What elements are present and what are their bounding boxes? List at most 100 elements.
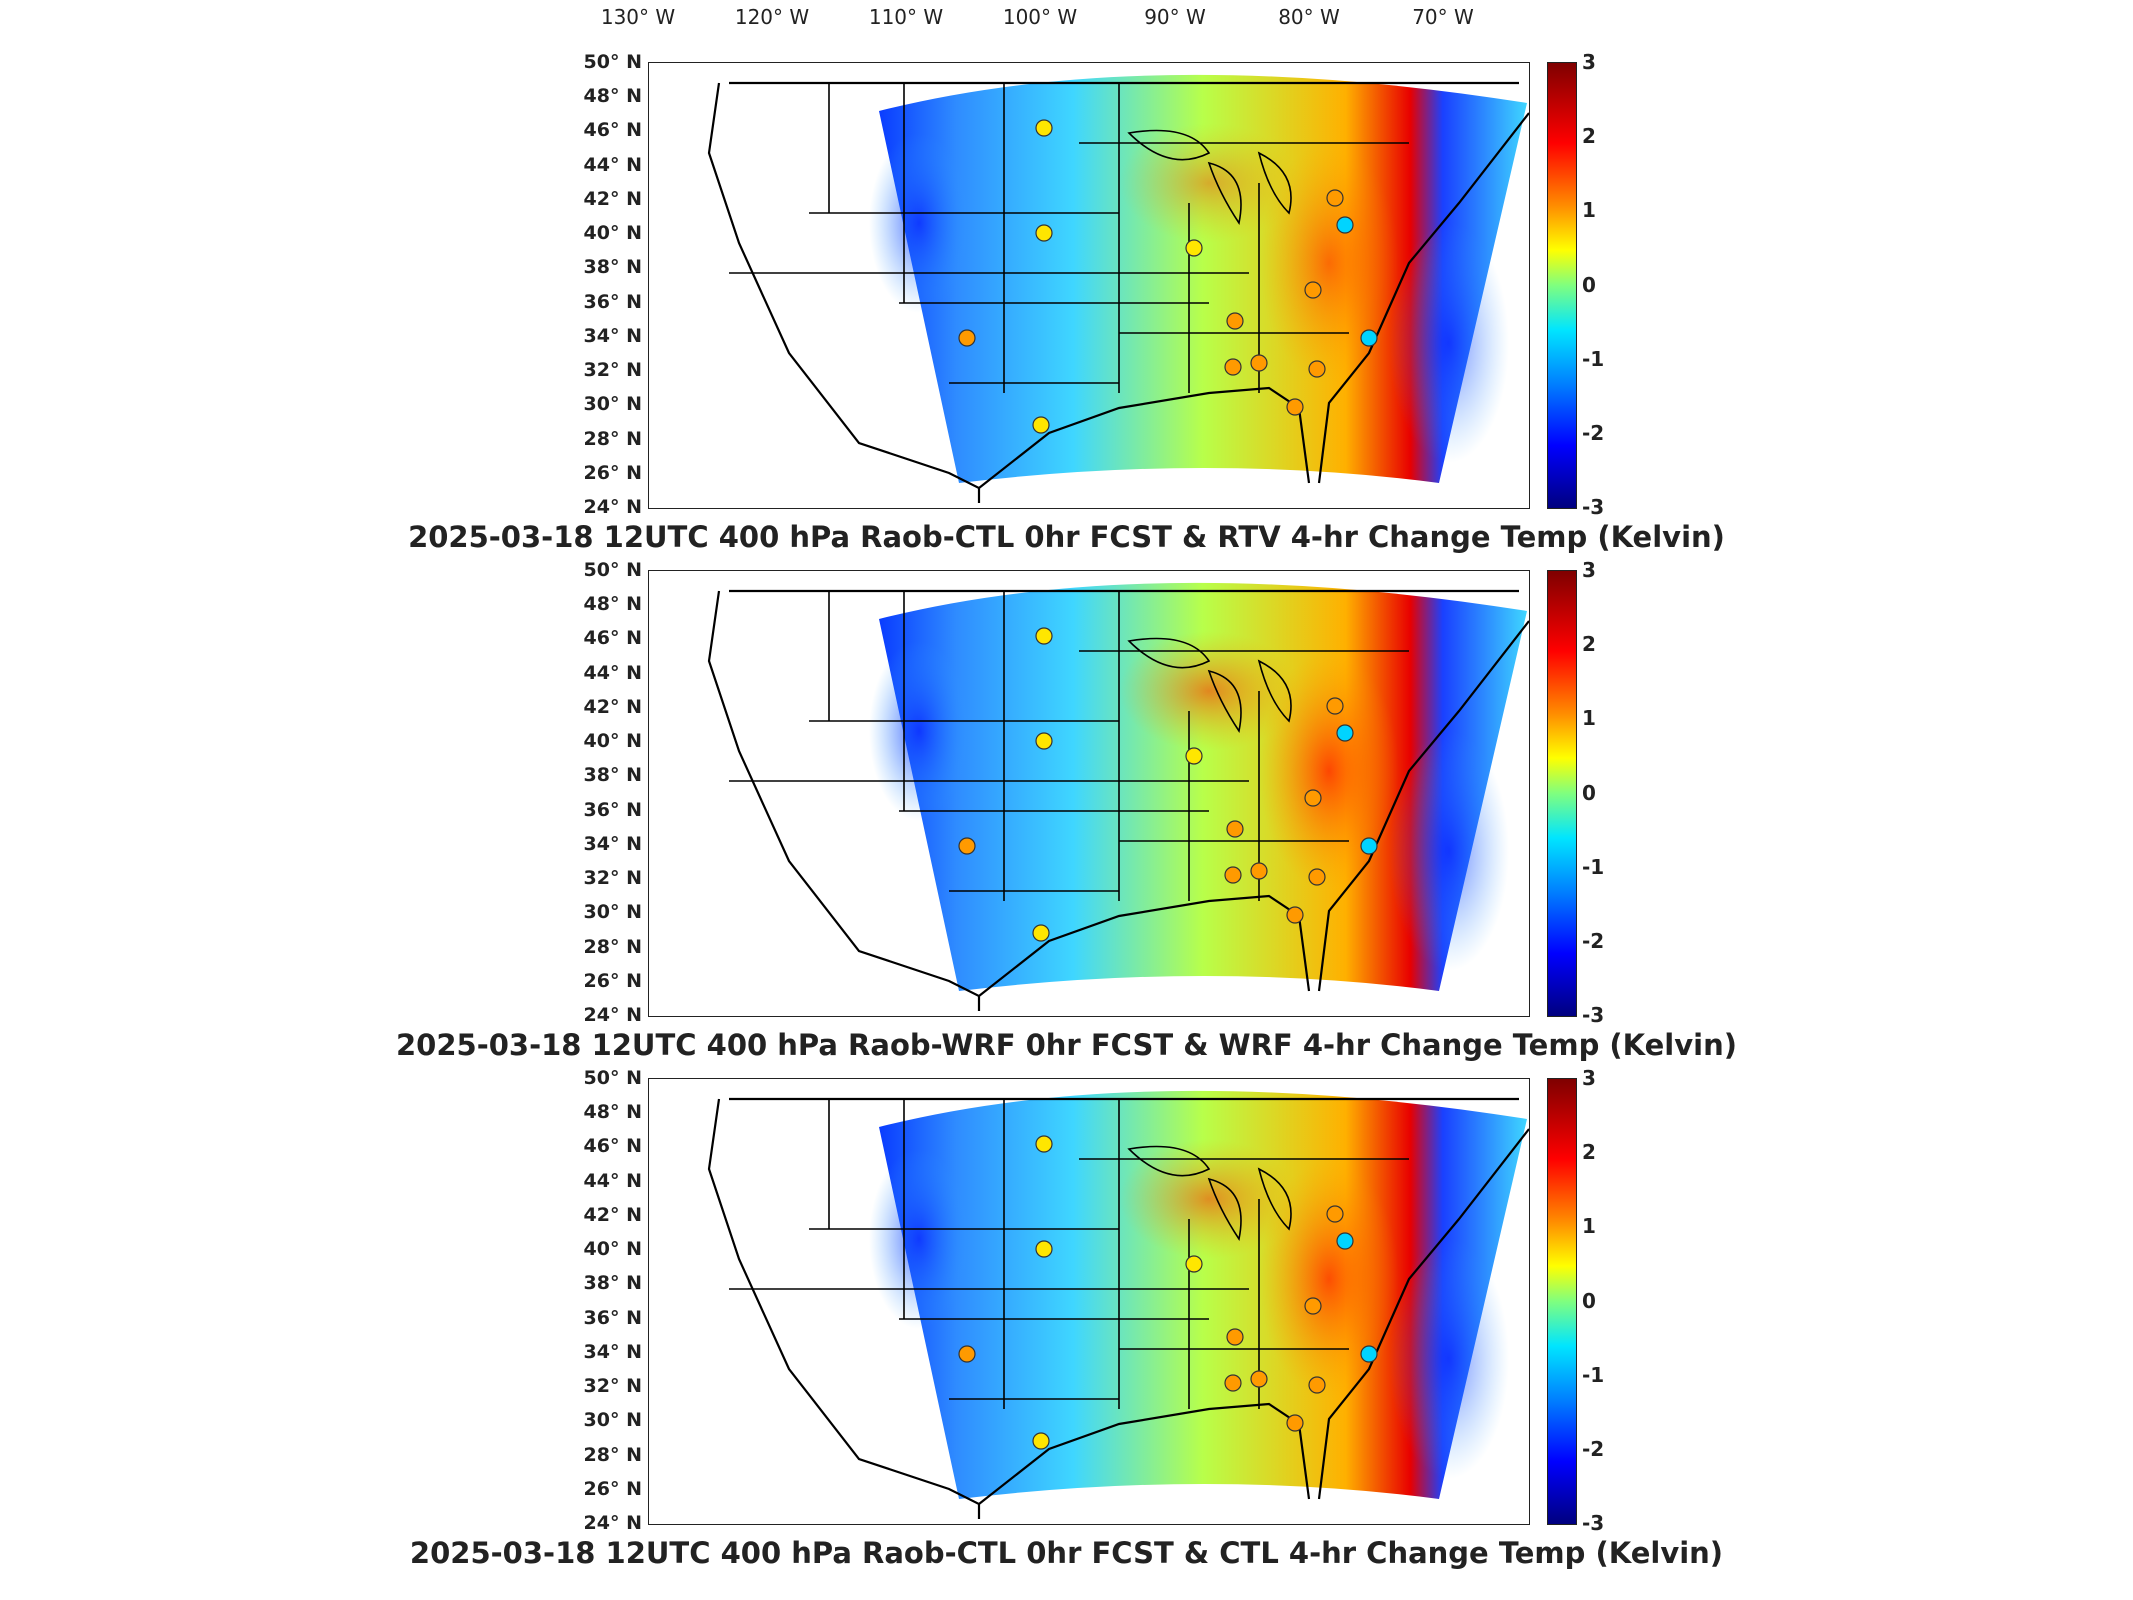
raob-station-marker xyxy=(1326,1205,1344,1223)
raob-station-marker xyxy=(1360,329,1378,347)
map-graphic xyxy=(707,582,1529,1011)
lon-label: 130° W xyxy=(600,5,676,29)
lat-label: 28° N xyxy=(583,935,642,958)
lat-label: 30° N xyxy=(583,901,642,924)
colorbar-ticks: 3 2 1 0 -1 -2 -3 xyxy=(1582,1066,1622,1535)
lat-label: 40° N xyxy=(583,222,642,245)
lat-label: 46° N xyxy=(583,627,642,650)
raob-station-marker xyxy=(1326,189,1344,207)
lat-label: 28° N xyxy=(583,1443,642,1466)
raob-station-marker xyxy=(1308,1376,1326,1394)
raob-station-marker xyxy=(1336,1232,1354,1250)
lat-label: 48° N xyxy=(583,85,642,108)
raob-station-marker xyxy=(1326,697,1344,715)
raob-station-marker xyxy=(1250,354,1268,372)
coastline xyxy=(707,81,1529,503)
lat-label: 38° N xyxy=(583,764,642,787)
temperature-map-2 xyxy=(648,570,1530,1017)
colorbar-tick-label: -2 xyxy=(1582,1436,1605,1461)
lat-label: 34° N xyxy=(583,324,642,347)
raob-station-marker xyxy=(1336,216,1354,234)
lat-label: 32° N xyxy=(583,1375,642,1398)
warm-anomaly-region xyxy=(1119,1139,1299,1259)
warm-anomaly-region xyxy=(1259,143,1399,383)
latitude-axis: 50° N 48° N 46° N 44° N 42° N 40° N 38° N 36° N… xyxy=(570,559,642,1026)
lon-label: 100° W xyxy=(1002,5,1078,29)
colorbar-tick-label: 3 xyxy=(1582,50,1596,74)
great-lakes xyxy=(1127,129,1292,226)
coastline xyxy=(707,1097,1529,1519)
lat-label: 50° N xyxy=(583,1067,642,1089)
lat-label: 46° N xyxy=(583,119,642,142)
latitude-axis: 50° N 48° N 46° N 44° N 42° N 40° N 38° N 36° N… xyxy=(570,1067,642,1534)
lat-label: 32° N xyxy=(583,359,642,382)
raob-station-marker xyxy=(1226,312,1244,330)
lon-label: 120° W xyxy=(734,5,810,29)
lat-label: 30° N xyxy=(583,393,642,416)
colorbar-tick-label: 1 xyxy=(1582,706,1596,731)
colorbar-tick-label: 0 xyxy=(1582,272,1596,297)
lat-label: 34° N xyxy=(583,832,642,855)
lat-label: 42° N xyxy=(583,187,642,210)
lat-label: 46° N xyxy=(583,1135,642,1158)
raob-station-marker xyxy=(958,1345,976,1363)
lat-label: 28° N xyxy=(583,427,642,450)
raob-station-marker xyxy=(1336,724,1354,742)
raob-station-marker xyxy=(1226,1328,1244,1346)
raob-station-marker xyxy=(1226,820,1244,838)
state-borders xyxy=(729,1099,1409,1409)
colorbar-tick-label: 2 xyxy=(1582,124,1596,149)
panel-caption: 2025-03-18 12UTC 400 hPa Raob-CTL 0hr FC… xyxy=(409,1536,1724,1570)
lat-label: 40° N xyxy=(583,1238,642,1261)
raob-station-marker xyxy=(1185,239,1203,257)
colorbar-ticks: 3 2 1 0 -1 -2 -3 xyxy=(1582,558,1622,1027)
lat-label: 44° N xyxy=(583,661,642,684)
raob-station-marker xyxy=(1032,924,1050,942)
lat-label: 48° N xyxy=(583,1101,642,1124)
raob-station-marker xyxy=(1304,1297,1322,1315)
warm-anomaly-region xyxy=(1119,123,1299,243)
lat-label: 26° N xyxy=(583,1477,642,1500)
raob-station-marker xyxy=(1035,627,1053,645)
raob-station-marker xyxy=(1035,1240,1053,1258)
great-lakes xyxy=(1127,637,1292,734)
lon-label: 80° W xyxy=(1278,5,1340,29)
lat-label: 44° N xyxy=(583,1169,642,1192)
lat-label: 24° N xyxy=(583,1512,642,1534)
colorbar-tick-label: 2 xyxy=(1582,1140,1596,1165)
temperature-map-3 xyxy=(648,1078,1530,1525)
lat-label: 48° N xyxy=(583,593,642,616)
raob-station-marker xyxy=(1286,1414,1304,1432)
lat-label: 36° N xyxy=(583,798,642,821)
colorbar-ticks: 3 2 1 0 -1 -2 -3 xyxy=(1582,50,1622,519)
lon-label: 70° W xyxy=(1412,5,1474,29)
raob-station-marker xyxy=(1185,1255,1203,1273)
lat-label: 24° N xyxy=(583,1004,642,1026)
map-graphic xyxy=(707,1090,1529,1519)
raob-station-marker xyxy=(958,837,976,855)
colorbar-tick-label: 2 xyxy=(1582,632,1596,657)
raob-station-marker xyxy=(1286,398,1304,416)
raob-station-marker xyxy=(1250,1370,1268,1388)
raob-station-marker xyxy=(1035,732,1053,750)
colorbar-tick-label: -1 xyxy=(1582,1362,1605,1387)
lat-label: 26° N xyxy=(583,461,642,484)
latitude-axis: 50° N 48° N 46° N 44° N 42° N 40° N 38° N 36° N… xyxy=(570,51,642,518)
map-graphic xyxy=(707,74,1529,503)
raob-station-marker xyxy=(1360,1345,1378,1363)
raob-station-marker xyxy=(1035,1135,1053,1153)
colorbar-tick-label: -1 xyxy=(1582,854,1605,879)
lat-label: 34° N xyxy=(583,1340,642,1363)
raob-station-marker xyxy=(1308,868,1326,886)
colorbar-tick-label: 1 xyxy=(1582,1214,1596,1239)
temperature-map-1 xyxy=(648,62,1530,509)
longitude-axis: 130° W 120° W 110° W 100° W 90° W 80° W … xyxy=(0,5,2133,35)
cool-anomaly-region xyxy=(1389,1239,1509,1479)
colorbar-tick-label: 0 xyxy=(1582,780,1596,805)
colorbar-tick-label: 0 xyxy=(1582,1288,1596,1313)
lat-label: 42° N xyxy=(583,695,642,718)
raob-station-marker xyxy=(1224,1374,1242,1392)
raob-station-marker xyxy=(1308,360,1326,378)
lat-label: 30° N xyxy=(583,1409,642,1432)
colorbar-tick-label: -3 xyxy=(1582,495,1605,519)
